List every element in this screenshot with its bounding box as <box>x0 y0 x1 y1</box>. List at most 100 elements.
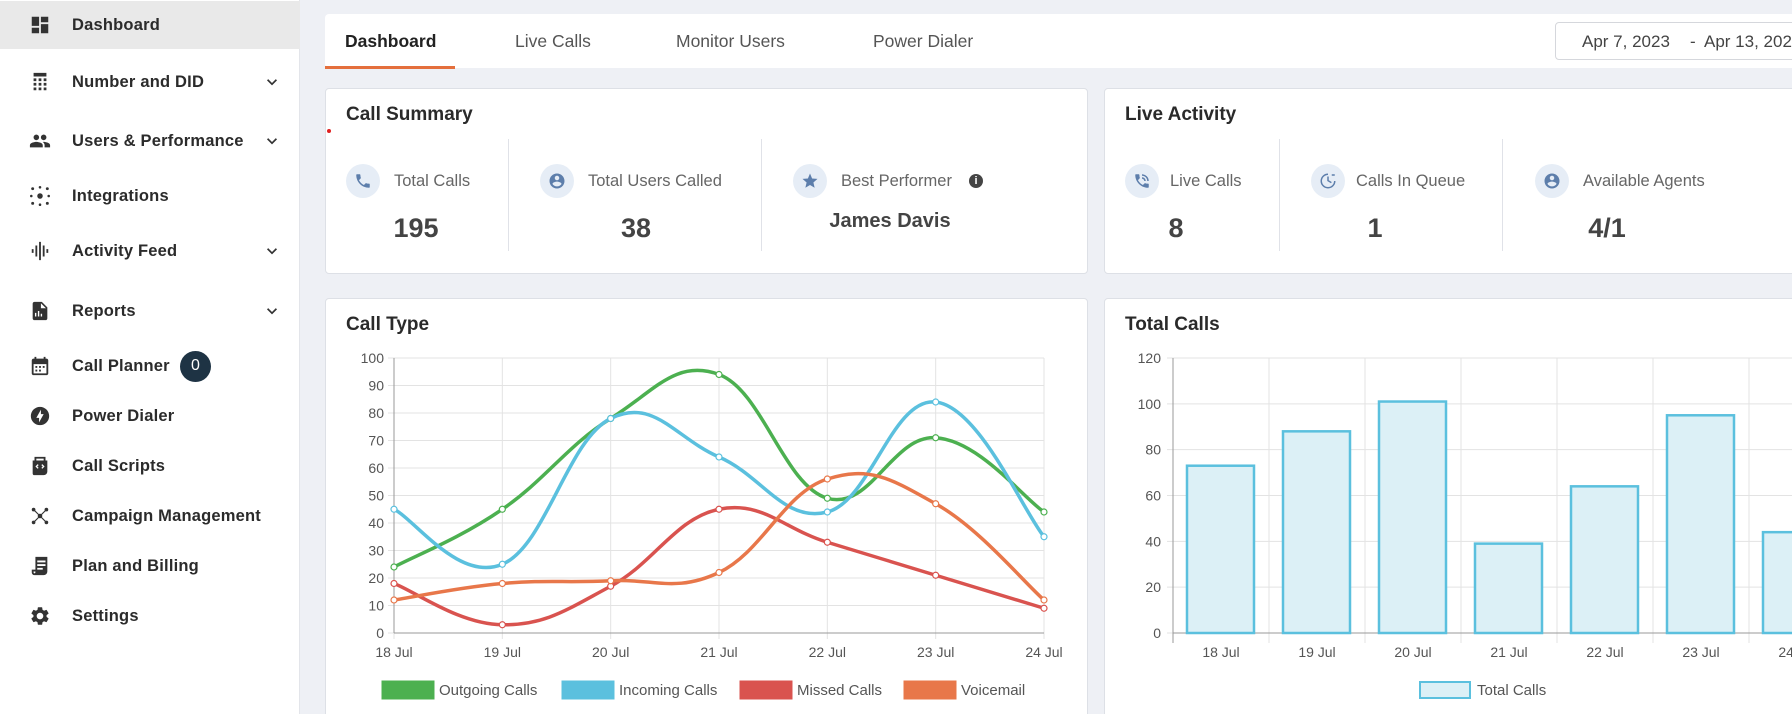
sidebar-item-label: Settings <box>72 606 139 625</box>
total-calls-bar-chart: 0 20 40 60 80 100 120 18 Jul 19 Jul 20 Jul 21 Jul 2… <box>1138 350 1792 699</box>
card-title: Call Summary <box>346 104 473 125</box>
tab-bar: Dashboard Live Calls Monitor Users Power… <box>325 14 1792 68</box>
sidebar-item-plan-and-billing[interactable]: Plan and Billing <box>0 542 300 590</box>
x-tick-label: 18 Jul <box>375 644 412 660</box>
stat-value: 1 <box>1367 213 1383 243</box>
sidebar-item-label: Users & Performance <box>72 131 244 150</box>
x-tick-label: 19 Jul <box>1298 644 1335 660</box>
chevron-down-icon[interactable] <box>262 72 282 92</box>
legend-swatch <box>561 680 615 700</box>
sidebar-item-label: Call Scripts <box>72 456 166 475</box>
sidebar-item-call-scripts[interactable]: Call Scripts <box>0 442 300 490</box>
data-point <box>498 621 506 629</box>
divider <box>1502 139 1503 251</box>
sidebar-item-dashboard[interactable]: Dashboard <box>0 1 300 49</box>
user-circle-icon <box>540 164 574 198</box>
campaign-icon <box>28 504 52 528</box>
chevron-down-icon[interactable] <box>262 241 282 261</box>
sidebar-item-activity-feed[interactable]: Activity Feed <box>0 227 300 275</box>
x-tick-label: 22 Jul <box>1586 644 1623 660</box>
script-icon <box>28 454 52 478</box>
sidebar-item-campaign-management[interactable]: Campaign Management <box>0 492 300 540</box>
chevron-down-icon[interactable] <box>262 301 282 321</box>
date-range-end: Apr 13, 2023 <box>1704 32 1792 51</box>
stat-value: 8 <box>1168 213 1184 243</box>
sidebar-item-users-performance[interactable]: Users & Performance <box>0 117 300 165</box>
keypad-phone-icon <box>28 70 52 94</box>
chevron-down-icon[interactable] <box>262 131 282 151</box>
phone-queue-icon <box>1311 164 1345 198</box>
data-point <box>498 560 506 568</box>
top-spacer <box>301 0 1792 14</box>
x-tick-label: 18 Jul <box>1202 644 1239 660</box>
y-tick-label: 100 <box>1138 396 1162 412</box>
stat-label: Live Calls <box>1170 172 1242 190</box>
stat-label: Available Agents <box>1583 172 1705 190</box>
tab-dashboard[interactable]: Dashboard <box>345 30 437 51</box>
dashboard-icon <box>28 13 52 37</box>
data-point <box>390 505 398 513</box>
stat-value: 195 <box>393 213 439 243</box>
sidebar-item-reports[interactable]: Reports <box>0 287 300 335</box>
data-point <box>932 398 940 406</box>
stat-label: Total Users Called <box>588 172 722 190</box>
sidebar-item-label: Plan and Billing <box>72 556 199 575</box>
info-icon[interactable]: i <box>969 174 983 188</box>
call-type-card: Call Type 0 10 20 30 40 50 60 70 80 90 100 18 Jul 19… <box>325 298 1088 714</box>
x-tick-label: 21 Jul <box>700 644 737 660</box>
live-activity-card: Live Activity Live Calls 8 Calls In Queu… <box>1104 88 1792 274</box>
status-dot <box>327 129 331 133</box>
billing-icon <box>28 554 52 578</box>
date-range-separator: - <box>1690 32 1696 51</box>
legend-label: Total Calls <box>1477 682 1546 699</box>
sidebar-item-call-planner[interactable]: Call Planner 0 <box>0 342 300 390</box>
divider <box>508 139 509 251</box>
user-circle-icon <box>1535 164 1569 198</box>
data-point <box>607 577 615 585</box>
data-point <box>1040 604 1048 612</box>
date-range-picker[interactable]: Apr 7, 2023 - Apr 13, 2023 <box>1555 22 1792 60</box>
sidebar: Dashboard Number and DID Users & Perform… <box>0 0 300 714</box>
y-tick-label: 20 <box>368 570 384 586</box>
sidebar-item-power-dialer[interactable]: Power Dialer <box>0 392 300 440</box>
y-tick-label: 10 <box>368 598 384 614</box>
x-tick-label: 21 Jul <box>1490 644 1527 660</box>
bolt-icon <box>28 404 52 428</box>
data-point <box>498 579 506 588</box>
data-point <box>715 453 723 461</box>
x-tick-label: 24 Jul <box>1778 644 1792 660</box>
data-point <box>1040 508 1048 516</box>
x-tick-label: 22 Jul <box>809 644 846 660</box>
bar <box>1185 464 1256 635</box>
divider <box>1279 139 1280 251</box>
y-tick-label: 40 <box>1145 533 1161 549</box>
x-tick-label: 20 Jul <box>1394 644 1431 660</box>
legend-swatch <box>381 680 435 700</box>
bar <box>1377 400 1448 635</box>
bar <box>1665 414 1736 635</box>
legend-label: Outgoing Calls <box>439 682 537 699</box>
sidebar-item-label: Campaign Management <box>72 506 261 525</box>
sidebar-item-number-and-did[interactable]: Number and DID <box>0 58 300 106</box>
x-tick-label: 23 Jul <box>917 644 954 660</box>
y-tick-label: 50 <box>368 488 384 504</box>
data-point <box>932 434 940 442</box>
stat-label: Best Performer <box>841 172 952 190</box>
call-planner-count-badge: 0 <box>180 350 211 382</box>
tab-monitor-users[interactable]: Monitor Users <box>676 30 785 51</box>
data-point <box>498 505 506 513</box>
sidebar-item-integrations[interactable]: Integrations <box>0 172 300 220</box>
tab-live-calls[interactable]: Live Calls <box>515 30 591 51</box>
data-point <box>1040 596 1048 604</box>
y-tick-label: 120 <box>1138 350 1162 366</box>
legend-label: Missed Calls <box>797 682 882 699</box>
y-tick-label: 80 <box>368 405 384 421</box>
sidebar-item-label: Activity Feed <box>72 241 178 260</box>
divider <box>761 139 762 251</box>
tab-power-dialer[interactable]: Power Dialer <box>873 30 974 51</box>
sidebar-item-label: Number and DID <box>72 72 205 91</box>
data-point <box>932 571 940 579</box>
card-title: Total Calls <box>1125 314 1220 335</box>
sidebar-item-settings[interactable]: Settings <box>0 592 300 640</box>
